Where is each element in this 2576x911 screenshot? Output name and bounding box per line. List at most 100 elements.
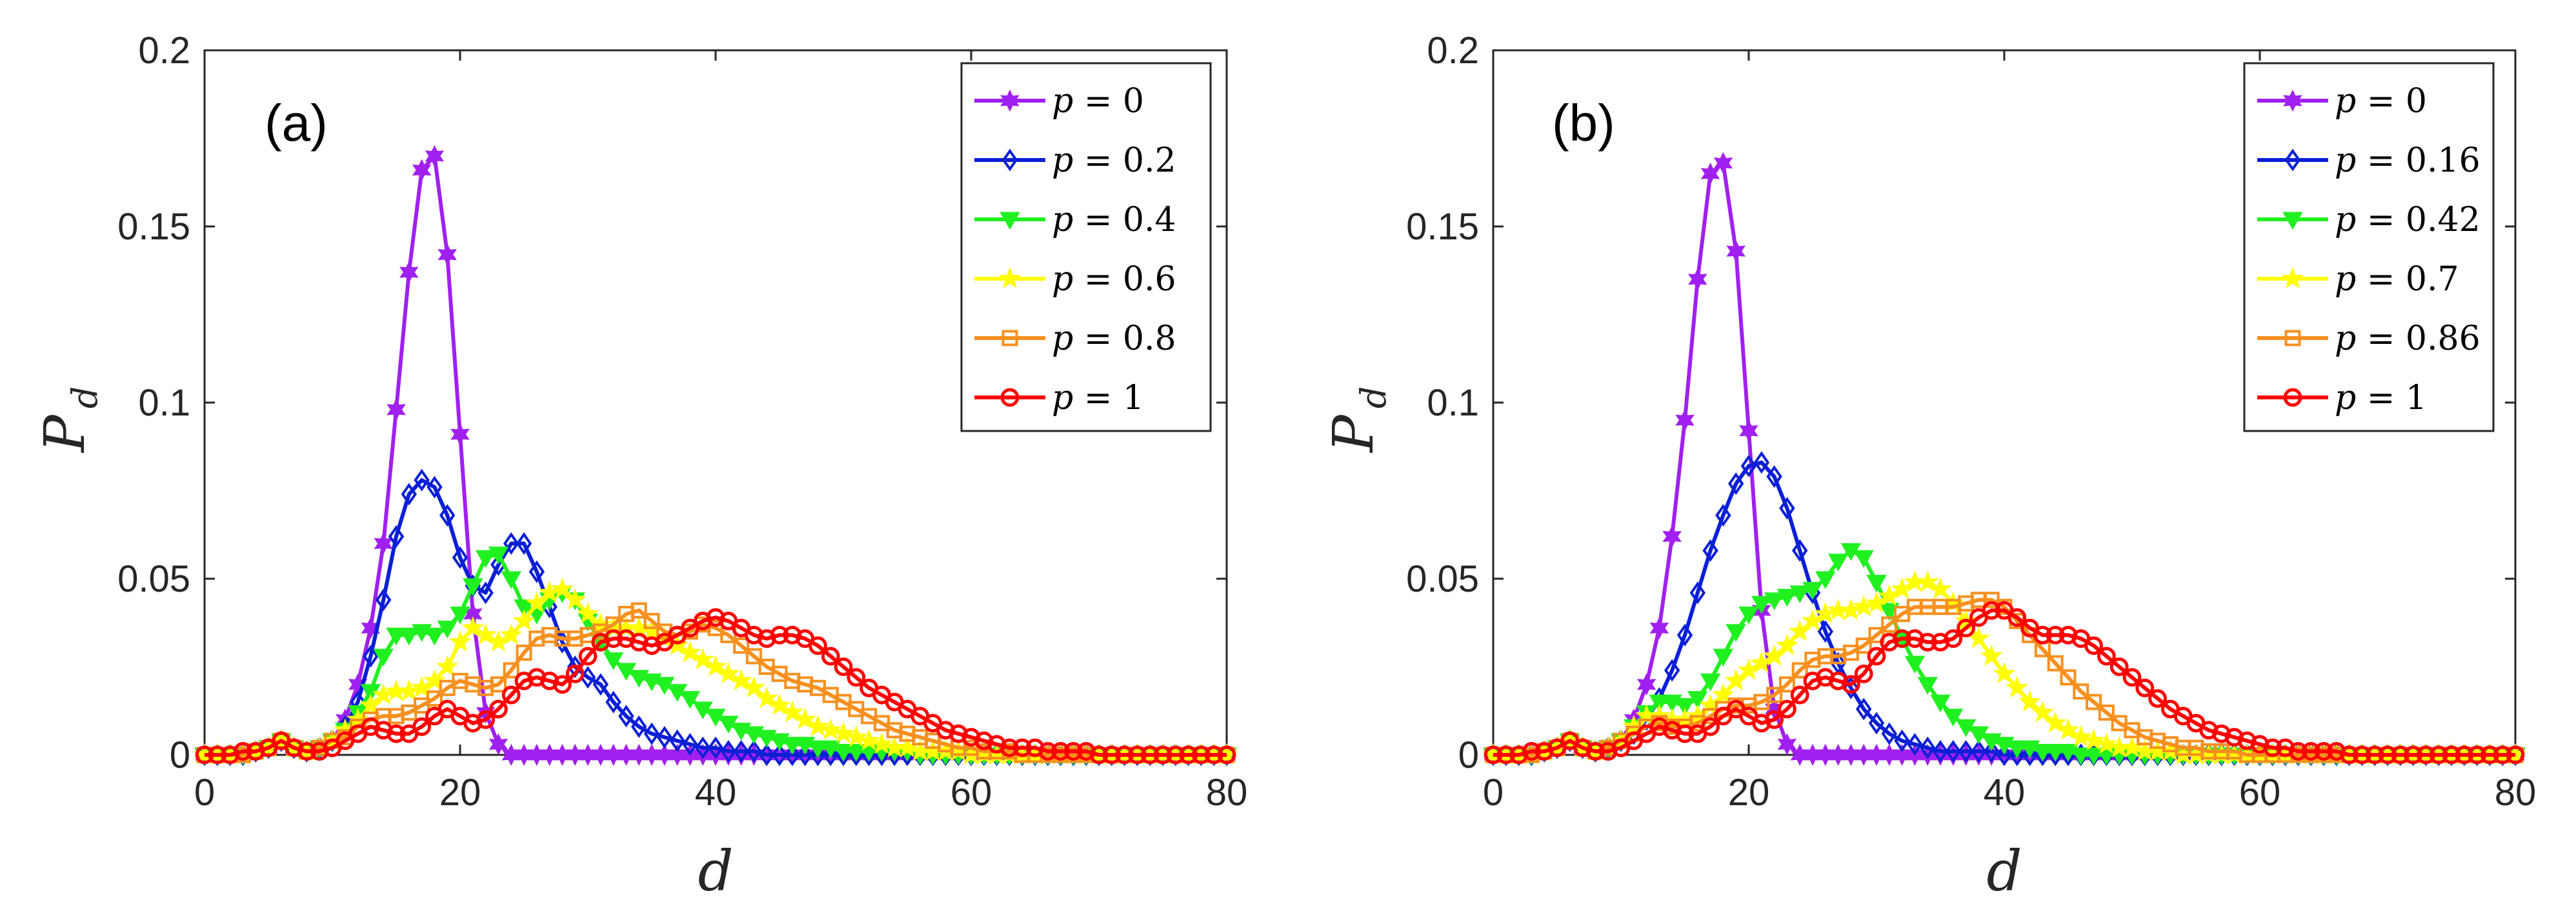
data-point <box>2060 669 2077 686</box>
x-tick-label: 40 <box>1984 772 2026 814</box>
legend-box <box>960 62 1212 432</box>
data-point <box>809 636 827 656</box>
data-point <box>1192 745 1211 765</box>
legend-b: p = 0 p = 0.16 p = 0.42 p = 0.7 p = 0.86 p = … <box>2243 62 2495 432</box>
data-point <box>1868 712 1885 735</box>
x-tick-label: 60 <box>2239 772 2281 814</box>
data-point <box>2506 745 2525 765</box>
y-axis-label-a: P d <box>33 386 105 454</box>
data-point <box>679 691 701 709</box>
data-point <box>1881 616 1898 633</box>
data-point <box>1675 409 1695 432</box>
data-point <box>363 645 379 668</box>
data-point <box>2022 743 2038 766</box>
y-axis-label-b: P d <box>1322 386 1394 454</box>
data-point <box>643 722 660 745</box>
data-point <box>2032 744 2053 762</box>
data-point <box>2301 742 2320 761</box>
data-point <box>1179 745 1198 765</box>
data-point <box>2084 636 2104 656</box>
legend-marker <box>2283 388 2302 407</box>
data-point <box>2493 745 2512 765</box>
data-point <box>643 613 660 630</box>
data-point <box>1866 574 1887 593</box>
data-point <box>1750 651 1773 673</box>
x-tick-label: 20 <box>1728 772 1770 814</box>
data-point <box>2109 657 2129 676</box>
data-point <box>2391 745 2410 765</box>
data-point <box>1980 644 2003 666</box>
series-layer-a <box>193 145 1238 766</box>
data-point <box>1766 686 1783 703</box>
data-point <box>1790 685 1809 705</box>
data-point <box>1894 729 1910 752</box>
data-point <box>770 625 789 645</box>
legend-label: p = 0.7 <box>2335 260 2459 299</box>
data-point <box>1664 659 1680 682</box>
data-point <box>1853 550 1874 568</box>
y-tick-label: 0.2 <box>1427 30 1479 72</box>
data-point <box>2083 747 2104 766</box>
data-point <box>618 705 634 728</box>
data-point <box>1740 454 1757 477</box>
data-point <box>1687 691 1708 709</box>
legend-marker <box>2284 148 2301 172</box>
y-axis-label-sub-b: d <box>1353 386 1394 409</box>
data-point <box>782 737 803 755</box>
data-point <box>2480 745 2499 765</box>
data-point <box>386 627 407 646</box>
data-point <box>565 665 585 683</box>
data-point <box>2082 728 2105 750</box>
data-point <box>2033 625 2052 645</box>
data-point <box>1702 539 1718 562</box>
legend-entry: p = 0.6 <box>974 260 1176 299</box>
data-point <box>195 745 214 765</box>
data-point <box>691 648 714 670</box>
data-point <box>743 676 765 698</box>
data-point <box>781 701 804 723</box>
data-point <box>1689 581 1706 605</box>
data-point <box>1737 658 1760 680</box>
data-point <box>1051 742 1070 761</box>
data-point <box>768 694 791 716</box>
legend-label: p = 0.4 <box>1052 201 1176 239</box>
data-point <box>399 261 419 284</box>
data-point <box>1778 676 1795 693</box>
data-point <box>461 616 485 638</box>
data-point <box>1064 742 1083 761</box>
legend-entry: p = 1 <box>974 379 1144 417</box>
data-point <box>1904 656 1926 674</box>
data-point <box>807 715 829 737</box>
data-point <box>1727 472 1744 496</box>
data-point <box>1865 591 1888 613</box>
data-point <box>373 648 394 667</box>
data-point <box>2018 690 2041 712</box>
data-point <box>475 550 496 568</box>
legend-label: p = 1 <box>2335 379 2427 417</box>
data-point <box>822 743 839 766</box>
legend-label: p = 1 <box>1052 379 1144 417</box>
legend-marker <box>1000 89 1020 112</box>
data-point <box>410 676 433 698</box>
data-point <box>297 742 316 761</box>
data-point <box>694 736 711 759</box>
legend-a: p = 0 p = 0.2 p = 0.4 p = 0.6 p = 0.8 p = 1 <box>960 62 1212 432</box>
y-tick-label: 0 <box>1458 734 1479 776</box>
data-point <box>488 546 509 565</box>
data-point <box>516 645 532 661</box>
data-point <box>234 742 252 761</box>
data-point <box>771 743 788 766</box>
data-point <box>1993 662 2016 684</box>
panel-label-a: (a) <box>265 94 328 152</box>
data-point <box>499 623 523 645</box>
data-point <box>755 686 778 708</box>
legend-marker <box>2282 212 2303 230</box>
data-point <box>1791 662 1808 679</box>
data-point <box>733 740 749 763</box>
data-point <box>846 744 867 762</box>
data-point <box>1789 585 1810 603</box>
panel-b: (b) 0 20 40 60 80 0 0.05 0.1 0.15 0.2 d P d p = 0… <box>1322 30 2536 904</box>
data-point <box>1713 152 1733 174</box>
y-tick-label: 0.05 <box>117 558 190 600</box>
data-point <box>1764 592 1785 610</box>
